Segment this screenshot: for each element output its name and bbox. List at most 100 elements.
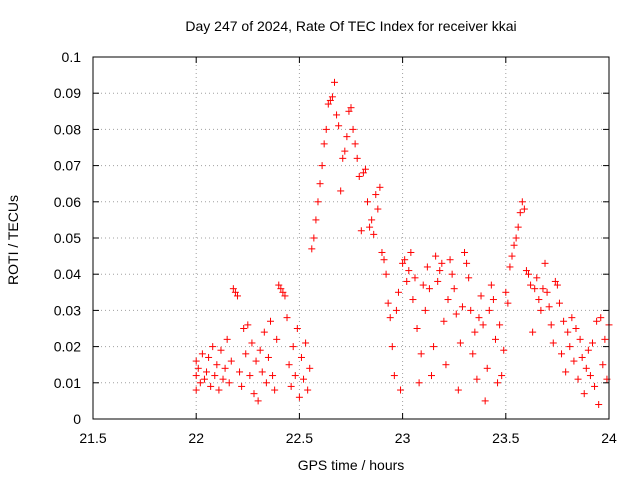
data-point [211,372,219,380]
data-point [582,364,590,372]
data-point [262,379,270,387]
y-tick-label: 0.09 [54,85,81,101]
data-point [192,372,200,380]
data-point [322,125,330,133]
data-point [425,285,433,293]
data-point [417,350,425,358]
data-point [229,285,237,293]
data-point [306,364,314,372]
data-point [512,234,520,242]
data-point [529,328,537,336]
data-point [597,314,605,322]
data-point [250,390,258,398]
data-point [514,223,522,231]
data-point [467,306,475,314]
data-point [223,335,231,343]
data-point [217,346,225,354]
y-tick-label: 0.1 [62,49,82,65]
y-tick-label: 0.03 [54,302,81,318]
data-point [267,317,275,325]
x-axis-label: GPS time / hours [298,457,405,473]
data-point [547,321,555,329]
data-point [500,346,508,354]
x-tick-label: 23.5 [492,430,519,446]
data-point [506,263,514,271]
data-point [576,335,584,343]
data-point [330,78,338,86]
data-point [539,285,547,293]
data-point [349,125,357,133]
y-axis-label: ROTI / TECUs [5,195,21,285]
data-point [207,382,215,390]
data-point [560,317,568,325]
data-point [591,382,599,390]
data-point [421,306,429,314]
data-point [471,328,479,336]
data-point [335,122,343,130]
data-point [531,285,539,293]
data-point [242,350,250,358]
data-point [545,303,553,311]
data-point [192,357,200,365]
data-point [397,386,405,394]
data-point [324,100,332,108]
data-point [343,133,351,141]
data-point [496,321,504,329]
data-point [415,379,423,387]
data-point [361,165,369,173]
data-point [337,187,345,195]
data-point [364,198,372,206]
data-point [258,368,266,376]
data-point [566,343,574,351]
data-point [221,364,229,372]
data-point [479,321,487,329]
data-point [491,335,499,343]
data-point [215,386,223,394]
data-point [463,259,471,267]
data-point [562,368,570,376]
data-point [380,256,388,264]
data-point [196,379,204,387]
data-point [285,361,293,369]
x-tick-label: 21.5 [79,430,106,446]
axis-ticks [92,56,610,420]
data-point [357,227,365,235]
data-point [203,368,211,376]
data-point [333,111,341,119]
data-point [525,270,533,278]
data-point [320,140,328,148]
data-point [328,93,336,101]
data-point [399,259,407,267]
x-tick-labels: 21.5 22 22.5 23 23.5 24 [79,430,617,446]
data-point [233,292,241,300]
data-point [256,346,264,354]
data-point [555,299,563,307]
data-point [287,382,295,390]
data-point [537,306,545,314]
data-point [401,256,409,264]
data-point [601,335,609,343]
data-point [392,306,400,314]
data-point [549,339,557,347]
data-point [205,353,213,361]
chart-title: Day 247 of 2024, Rate Of TEC Index for r… [185,18,516,34]
data-point [326,96,334,104]
data-point [231,288,239,296]
data-point [252,357,260,365]
data-point [388,343,396,351]
data-point [520,205,528,213]
data-point [351,140,359,148]
data-point [510,241,518,249]
data-point [291,372,299,380]
data-point [339,154,347,162]
grid-lines [93,57,609,419]
data-point [570,357,578,365]
data-point [382,270,390,278]
x-tick-label: 24 [601,430,617,446]
data-point [283,314,291,322]
y-tick-label: 0.08 [54,121,81,137]
data-point [599,361,607,369]
data-point [378,248,386,256]
data-point [407,248,415,256]
y-tick-label: 0.05 [54,230,81,246]
